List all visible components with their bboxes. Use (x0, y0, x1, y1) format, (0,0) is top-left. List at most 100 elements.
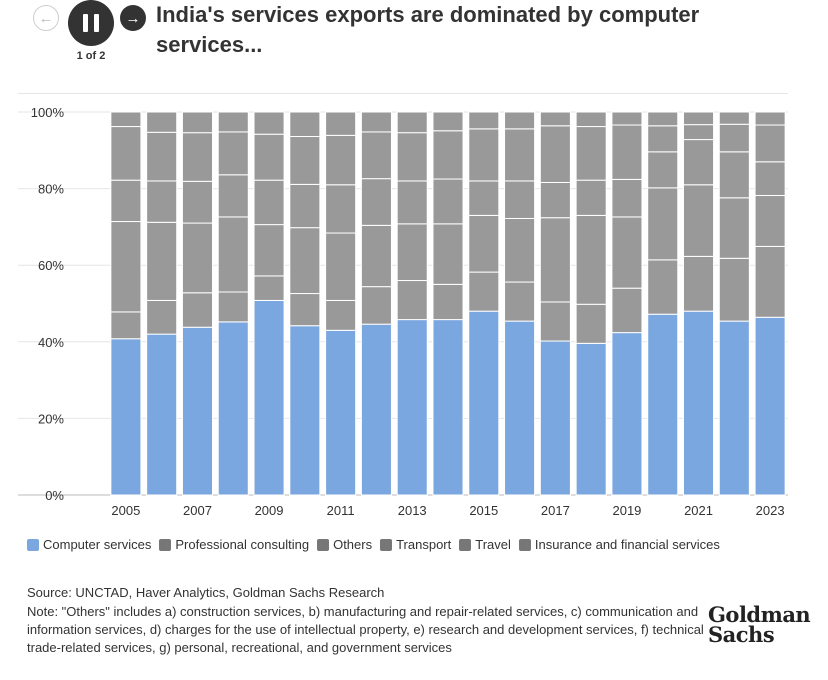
bar-segment-4-2018 (575, 126, 607, 181)
bar-segment-1-2010 (289, 293, 321, 327)
bar-segment-1-2012 (360, 286, 392, 325)
bar-segment-5-2013 (396, 111, 428, 134)
pause-button[interactable] (68, 0, 114, 46)
legend-item: Professional consulting (159, 537, 309, 553)
bar-segment-5-2020 (647, 111, 679, 127)
legend-swatch (518, 539, 531, 551)
source-text: Source: UNCTAD, Haver Analytics, Goldman… (27, 585, 385, 600)
bar-segment-3-2015 (468, 180, 500, 216)
bar-segment-3-2012 (360, 178, 392, 226)
bar-segment-4-2010 (289, 136, 321, 185)
x-tick-label: 2007 (183, 503, 212, 518)
bar-segment-3-2022 (718, 151, 750, 199)
bar-segment-5-2009 (253, 111, 285, 135)
bar-segment-1-2020 (647, 259, 679, 315)
chart-title: India's services exports are dominated b… (156, 2, 700, 57)
bar-segment-4-2012 (360, 131, 392, 180)
bar-segment-0-2010 (289, 325, 321, 496)
bar-segment-3-2020 (647, 151, 679, 189)
x-tick-label: 2011 (327, 503, 355, 518)
bar-segment-0-2014 (432, 319, 464, 496)
bar-segment-0-2008 (217, 321, 249, 496)
bar-segment-5-2011 (325, 111, 357, 136)
bar-segment-1-2019 (611, 287, 643, 334)
legend-swatch (380, 539, 393, 551)
bar-segment-3-2023 (754, 161, 786, 196)
legend-label: Transport (396, 537, 452, 552)
bar-segment-1-2022 (718, 257, 750, 322)
bar-segment-2-2015 (468, 214, 500, 273)
bar-segment-3-2014 (432, 178, 464, 225)
legend-label: Computer services (43, 537, 152, 552)
bar-segment-2-2017 (539, 217, 571, 303)
bar-segment-3-2006 (146, 180, 178, 223)
legend-label: Others (333, 537, 373, 552)
legend-label: Insurance and financial services (534, 537, 720, 552)
legend-swatch (27, 539, 39, 551)
bar-segment-4-2020 (647, 125, 679, 153)
bar-segment-1-2008 (217, 291, 249, 323)
previous-slide-button[interactable]: ← (33, 5, 59, 31)
x-tick-label: 2017 (541, 503, 570, 518)
bar-segment-5-2014 (432, 111, 464, 132)
bar-segment-4-2009 (253, 133, 285, 181)
bar-segment-3-2007 (181, 180, 214, 224)
bar-segment-3-2017 (539, 181, 571, 219)
legend-item: Insurance and financial services (518, 537, 720, 553)
bar-segment-0-2012 (360, 323, 392, 496)
slide-counter: 1 of 2 (76, 50, 106, 62)
bar-segment-1-2005 (110, 311, 142, 340)
bar-segment-1-2006 (146, 299, 178, 335)
bar-segment-1-2018 (575, 303, 607, 344)
bar-segment-3-2011 (325, 184, 357, 234)
bar-segment-4-2011 (325, 134, 357, 186)
bar-segment-4-2013 (396, 132, 428, 182)
y-tick-label: 40% (38, 335, 64, 350)
x-tick-label: 2019 (612, 503, 641, 518)
bar-segment-1-2023 (754, 245, 786, 318)
bar-segment-2-2022 (718, 197, 750, 259)
bar-segment-3-2019 (611, 178, 643, 218)
bar-segment-4-2005 (110, 126, 142, 181)
bar-segment-4-2006 (146, 131, 178, 182)
bar-segment-2-2019 (611, 216, 643, 289)
bar-segment-4-2019 (611, 124, 643, 180)
bar-segment-5-2021 (682, 111, 715, 126)
bar-segment-4-2017 (539, 125, 571, 183)
bar-segment-0-2009 (253, 299, 285, 496)
bar-segment-1-2007 (181, 292, 214, 328)
bar-segment-0-2005 (110, 338, 142, 496)
bar-segment-3-2009 (253, 179, 285, 226)
bar-segment-5-2010 (289, 111, 321, 138)
bar-segment-0-2019 (611, 332, 643, 496)
divider (18, 93, 788, 94)
legend-label: Travel (475, 537, 511, 552)
chart-legend: Computer services Professional consulting… (27, 537, 787, 555)
bar-segment-0-2006 (146, 333, 178, 496)
bar-segment-2-2009 (253, 224, 285, 277)
legend-swatch (459, 539, 472, 551)
bar-segment-0-2020 (647, 313, 679, 496)
bar-segment-2-2020 (647, 187, 679, 261)
y-tick-label: 20% (38, 411, 64, 426)
bar-segment-1-2009 (253, 275, 285, 301)
bar-segment-5-2012 (360, 111, 392, 133)
bar-segment-0-2016 (504, 320, 536, 496)
bar-segment-1-2021 (682, 255, 715, 312)
bar-segment-5-2016 (504, 111, 536, 130)
x-tick-label: 2005 (111, 503, 140, 518)
x-tick-label: 2009 (255, 503, 284, 518)
legend-item: Computer services (27, 537, 151, 553)
bar-segment-5-2023 (754, 111, 786, 126)
x-tick-label: 2021 (684, 503, 713, 518)
bar-segment-3-2018 (575, 179, 607, 216)
bar-segment-4-2021 (682, 124, 715, 141)
bar-segment-2-2018 (575, 214, 607, 305)
next-slide-button[interactable]: → (120, 5, 146, 31)
bar-segment-0-2013 (396, 319, 428, 496)
bar-segment-3-2010 (289, 183, 321, 229)
bar-segment-4-2007 (181, 132, 214, 182)
bar-segment-1-2015 (468, 271, 500, 312)
bar-segment-4-2008 (217, 131, 249, 176)
bar-segment-5-2005 (110, 111, 142, 128)
